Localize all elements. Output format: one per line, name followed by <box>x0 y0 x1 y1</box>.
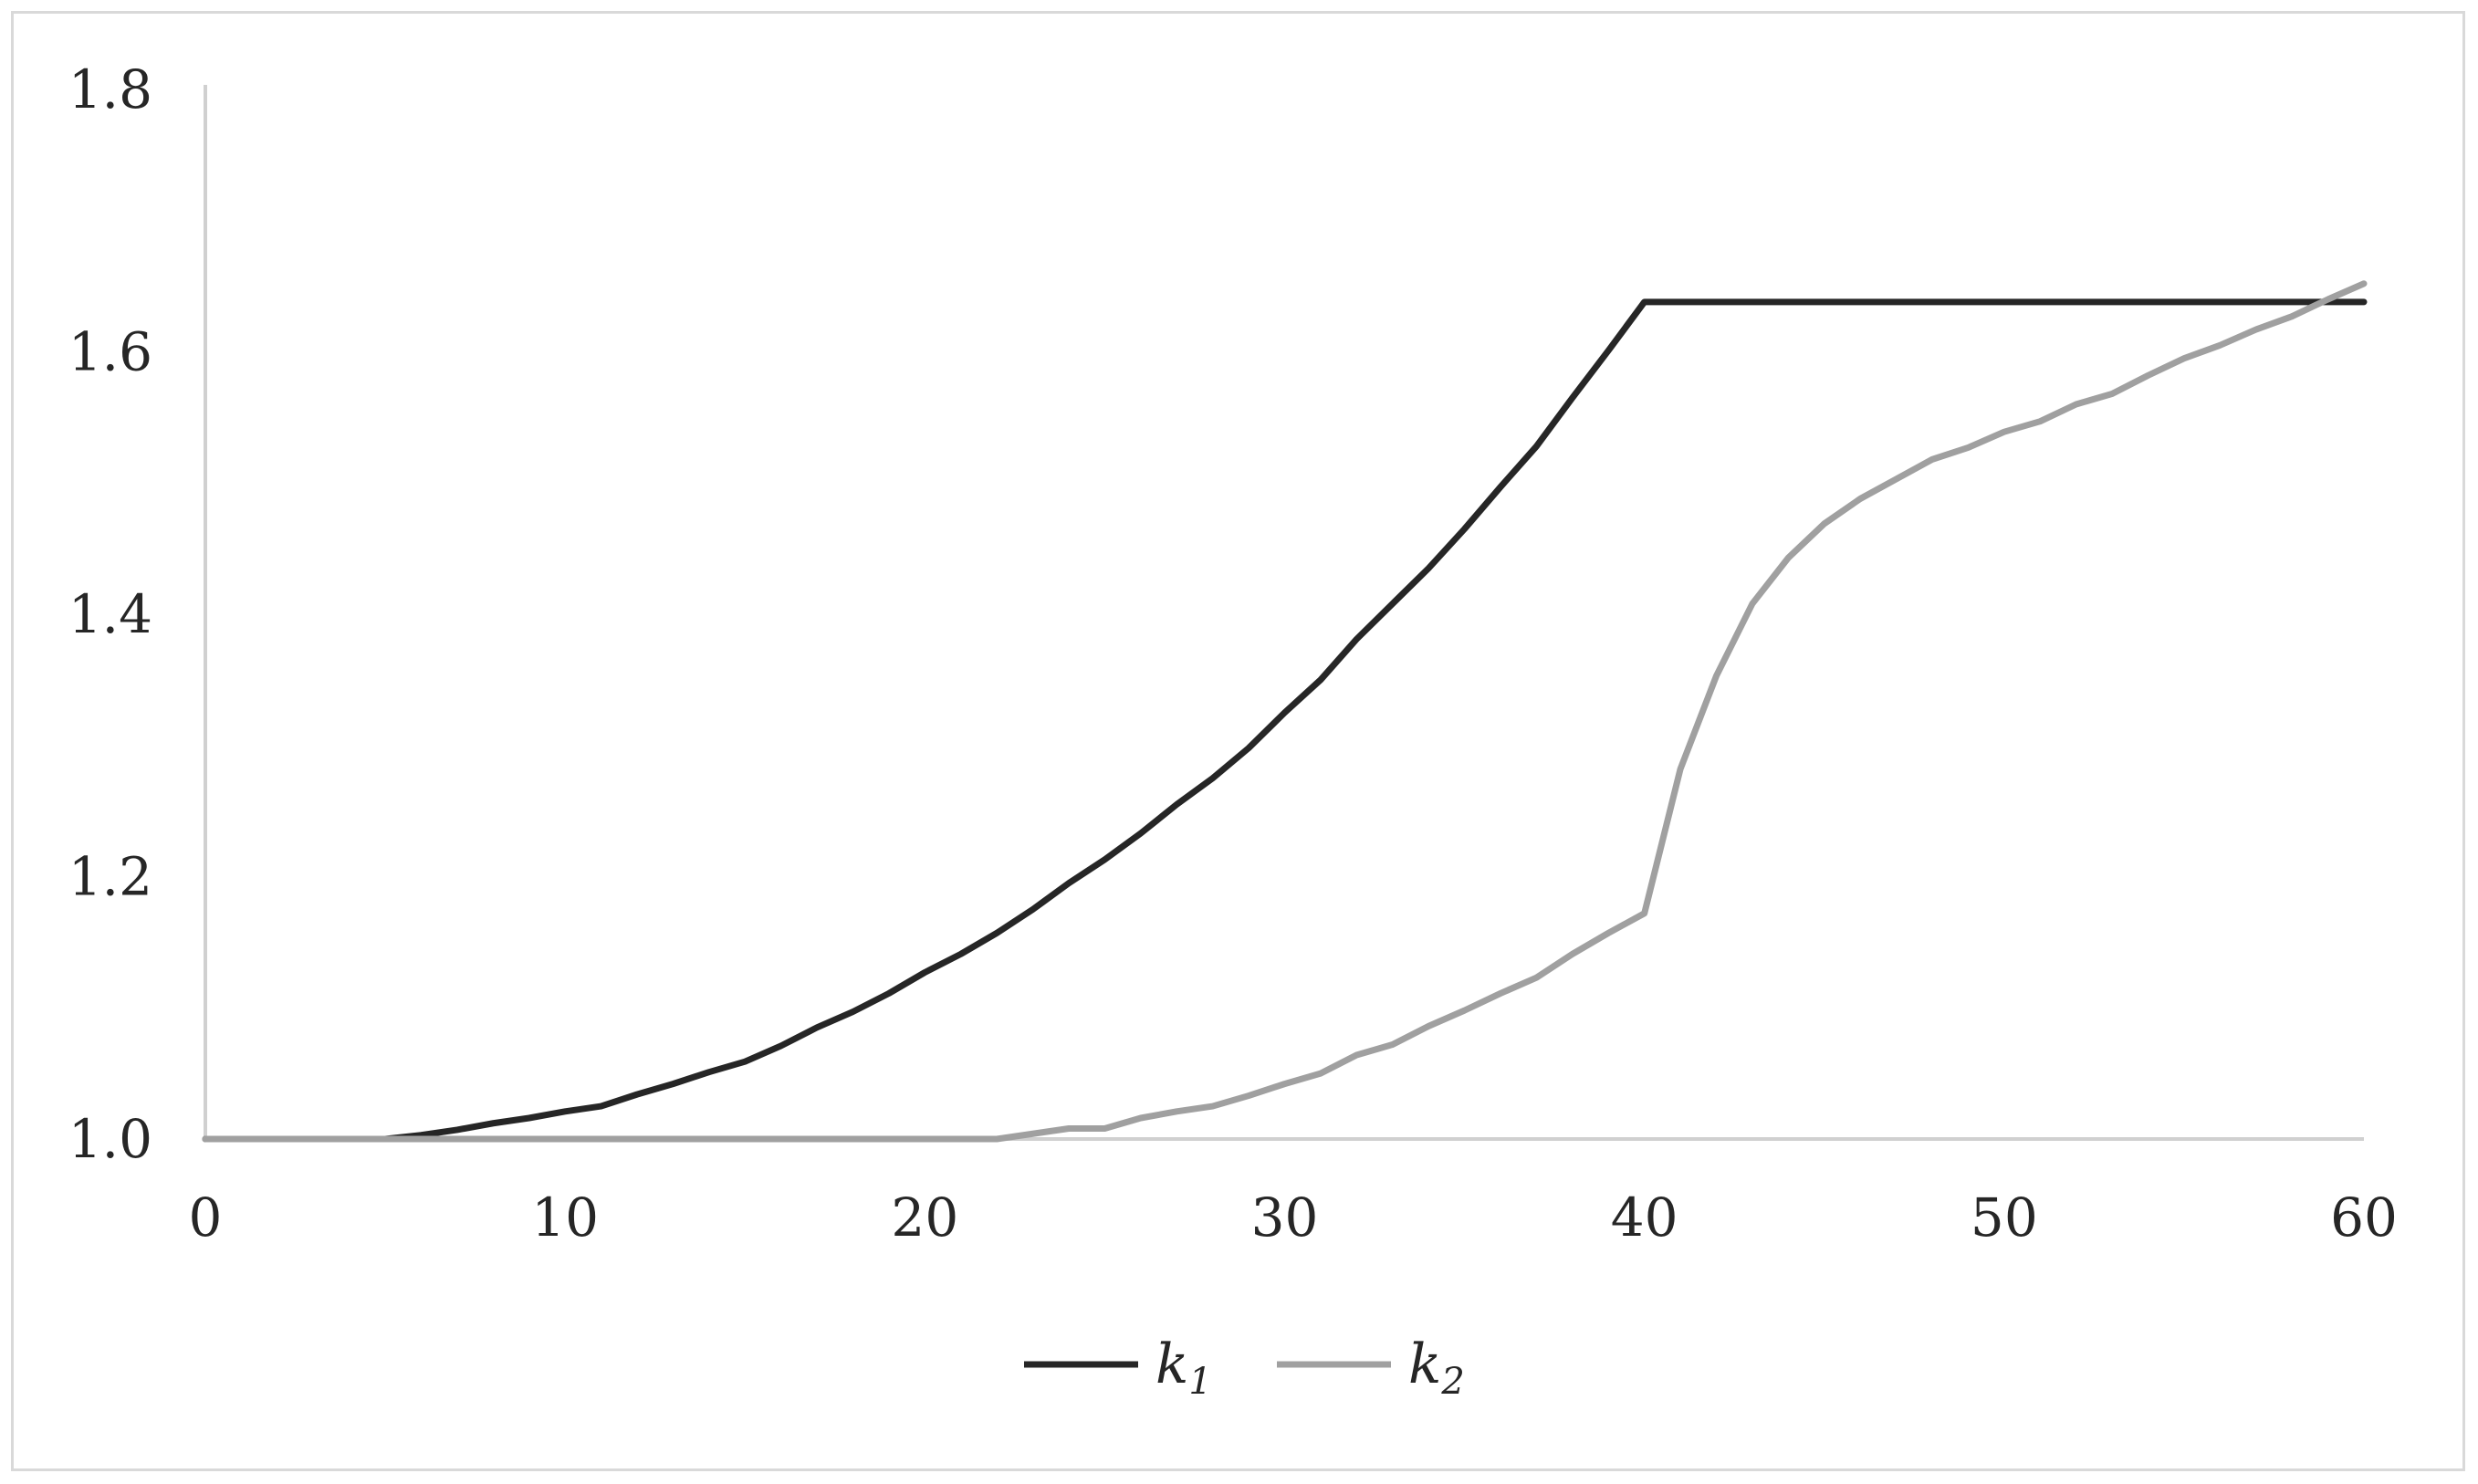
legend-label-k1: k1 <box>1155 1332 1212 1403</box>
legend: k1 k2 <box>1024 1332 1465 1403</box>
line-chart: 1.01.21.41.61.80 10 20 30 40 50 60 k1 k2 <box>68 58 2398 1403</box>
legend-label-subscript: 1 <box>1188 1361 1211 1403</box>
series-layer <box>202 280 2368 1143</box>
legend-label-subscript: 2 <box>1440 1361 1464 1403</box>
x-tick-label: 40 <box>1611 1186 1678 1249</box>
x-tick-label: 30 <box>1251 1186 1319 1249</box>
y-tick-label: 1.8 <box>68 58 152 120</box>
series-line-k2 <box>202 280 2368 1143</box>
series-line-k1 <box>202 298 2368 1143</box>
legend-label-main: k <box>1408 1332 1441 1396</box>
tick-labels: 1.0 1.2 1.4 1.6 1.8 0 10 20 30 40 50 60 <box>68 58 2398 1249</box>
x-tick-label: 10 <box>531 1186 599 1249</box>
x-tick-label: 0 <box>189 1186 223 1249</box>
y-tick-label: 1.2 <box>68 846 152 908</box>
y-tick-label: 1.6 <box>68 321 152 383</box>
legend-label-main: k <box>1155 1332 1188 1396</box>
chart-frame: 1.0 1.2 1.4 1.6 1.8 0 10 20 30 40 50 60 k1 k2 <box>11 11 2465 1471</box>
chart-axes <box>204 85 2364 1141</box>
x-tick-label: 50 <box>1971 1186 2038 1249</box>
x-tick-label: 60 <box>2330 1186 2398 1249</box>
y-tick-label: 1.0 <box>68 1108 152 1170</box>
legend-label-k2: k2 <box>1408 1332 1465 1403</box>
y-tick-label: 1.4 <box>68 583 152 645</box>
x-tick-label: 20 <box>891 1186 958 1249</box>
